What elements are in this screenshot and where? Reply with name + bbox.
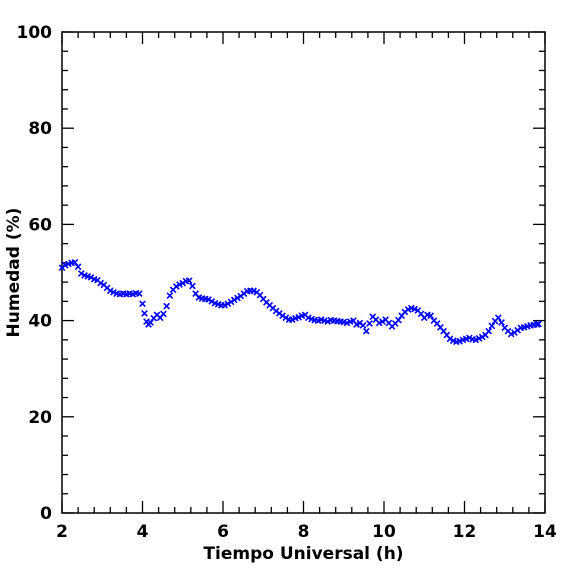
minor-ticks (62, 32, 545, 513)
data-point (362, 327, 370, 335)
y-axis-label: Humedad (%) (4, 208, 24, 338)
data-point (446, 335, 454, 343)
data-point (282, 314, 290, 322)
data-point (87, 273, 95, 281)
data-point (366, 320, 373, 327)
data-point (359, 322, 367, 329)
x-tick-label: 14 (533, 522, 557, 542)
data-point (535, 320, 542, 328)
data-point (498, 319, 505, 326)
data-point (163, 302, 171, 310)
x-tick-label: 8 (298, 522, 310, 542)
y-tick-label: 20 (28, 408, 52, 428)
data-point (189, 282, 196, 290)
data-point (478, 333, 486, 341)
data-point (488, 322, 496, 330)
data-point (166, 292, 174, 299)
data-point (160, 310, 167, 318)
y-tick-label: 40 (28, 312, 52, 332)
data-point (230, 296, 238, 304)
x-tick-labels: 2 4 6 8 10 12 14 (56, 522, 557, 542)
major-ticks (61, 31, 546, 514)
data-point (379, 318, 386, 325)
y-tick-label: 0 (40, 504, 52, 524)
x-tick-label: 10 (372, 522, 396, 542)
x-tick-label: 6 (217, 522, 229, 542)
data-point (224, 300, 232, 308)
data-point (227, 298, 235, 306)
data-point (427, 312, 435, 320)
data-point (74, 263, 82, 271)
data-point (141, 310, 148, 317)
data-point (205, 296, 212, 303)
x-tick-label: 2 (56, 522, 68, 542)
x-tick-label: 12 (453, 522, 477, 542)
y-tick-label: 60 (28, 215, 52, 235)
data-point (179, 279, 187, 287)
y-tick-labels: 0 20 40 60 80 100 (17, 23, 53, 524)
data-point (77, 270, 85, 277)
data-point (172, 283, 180, 290)
x-axis-label: Tiempo Universal (h) (203, 544, 403, 564)
data-point (279, 312, 286, 320)
data-point (234, 294, 241, 302)
data-point (185, 277, 193, 285)
data-point (494, 314, 502, 322)
data-points (58, 259, 542, 346)
data-point (208, 297, 216, 305)
data-point (485, 327, 493, 335)
y-tick-label: 100 (17, 23, 53, 43)
x-tick-label: 4 (137, 522, 149, 542)
data-point (139, 300, 146, 308)
y-tick-label: 80 (28, 119, 52, 139)
data-point (97, 279, 105, 287)
plot-frame (61, 31, 546, 514)
data-point (135, 290, 143, 298)
